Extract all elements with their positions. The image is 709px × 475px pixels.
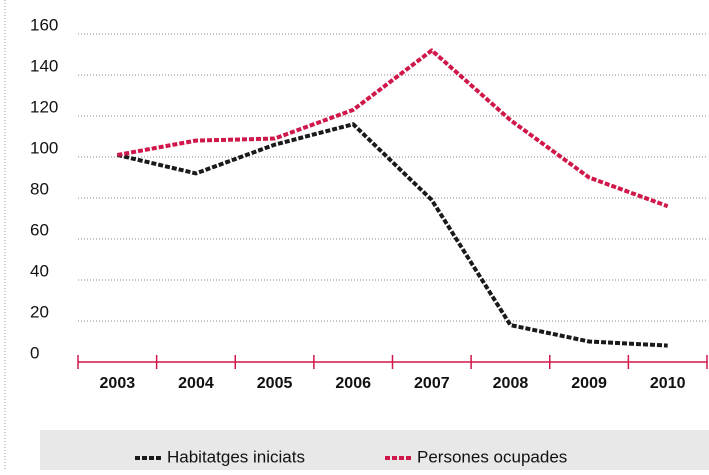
y-tick-label: 0	[30, 343, 39, 362]
x-tick-label: 2007	[414, 375, 450, 392]
series-line	[116, 48, 669, 209]
y-tick-label: 120	[30, 97, 58, 116]
legend-label: Habitatges iniciats	[167, 447, 305, 466]
legend-label: Persones ocupades	[417, 447, 567, 466]
series-line	[116, 122, 668, 348]
x-tick-label: 2009	[571, 375, 607, 392]
x-tick-label: 2003	[100, 375, 136, 392]
y-tick-label: 20	[30, 302, 49, 321]
x-tick-label: 2004	[178, 375, 214, 392]
y-tick-label: 100	[30, 138, 58, 157]
y-tick-label: 60	[30, 220, 49, 239]
x-tick-label: 2010	[650, 375, 686, 392]
x-tick-label: 2008	[493, 375, 529, 392]
y-tick-label: 40	[30, 261, 49, 280]
x-tick-label: 2005	[257, 375, 293, 392]
y-tick-label: 80	[30, 179, 49, 198]
legend-background	[40, 430, 709, 470]
y-tick-label: 160	[30, 15, 58, 34]
y-tick-label: 140	[30, 56, 58, 75]
x-tick-label: 2006	[335, 375, 371, 392]
